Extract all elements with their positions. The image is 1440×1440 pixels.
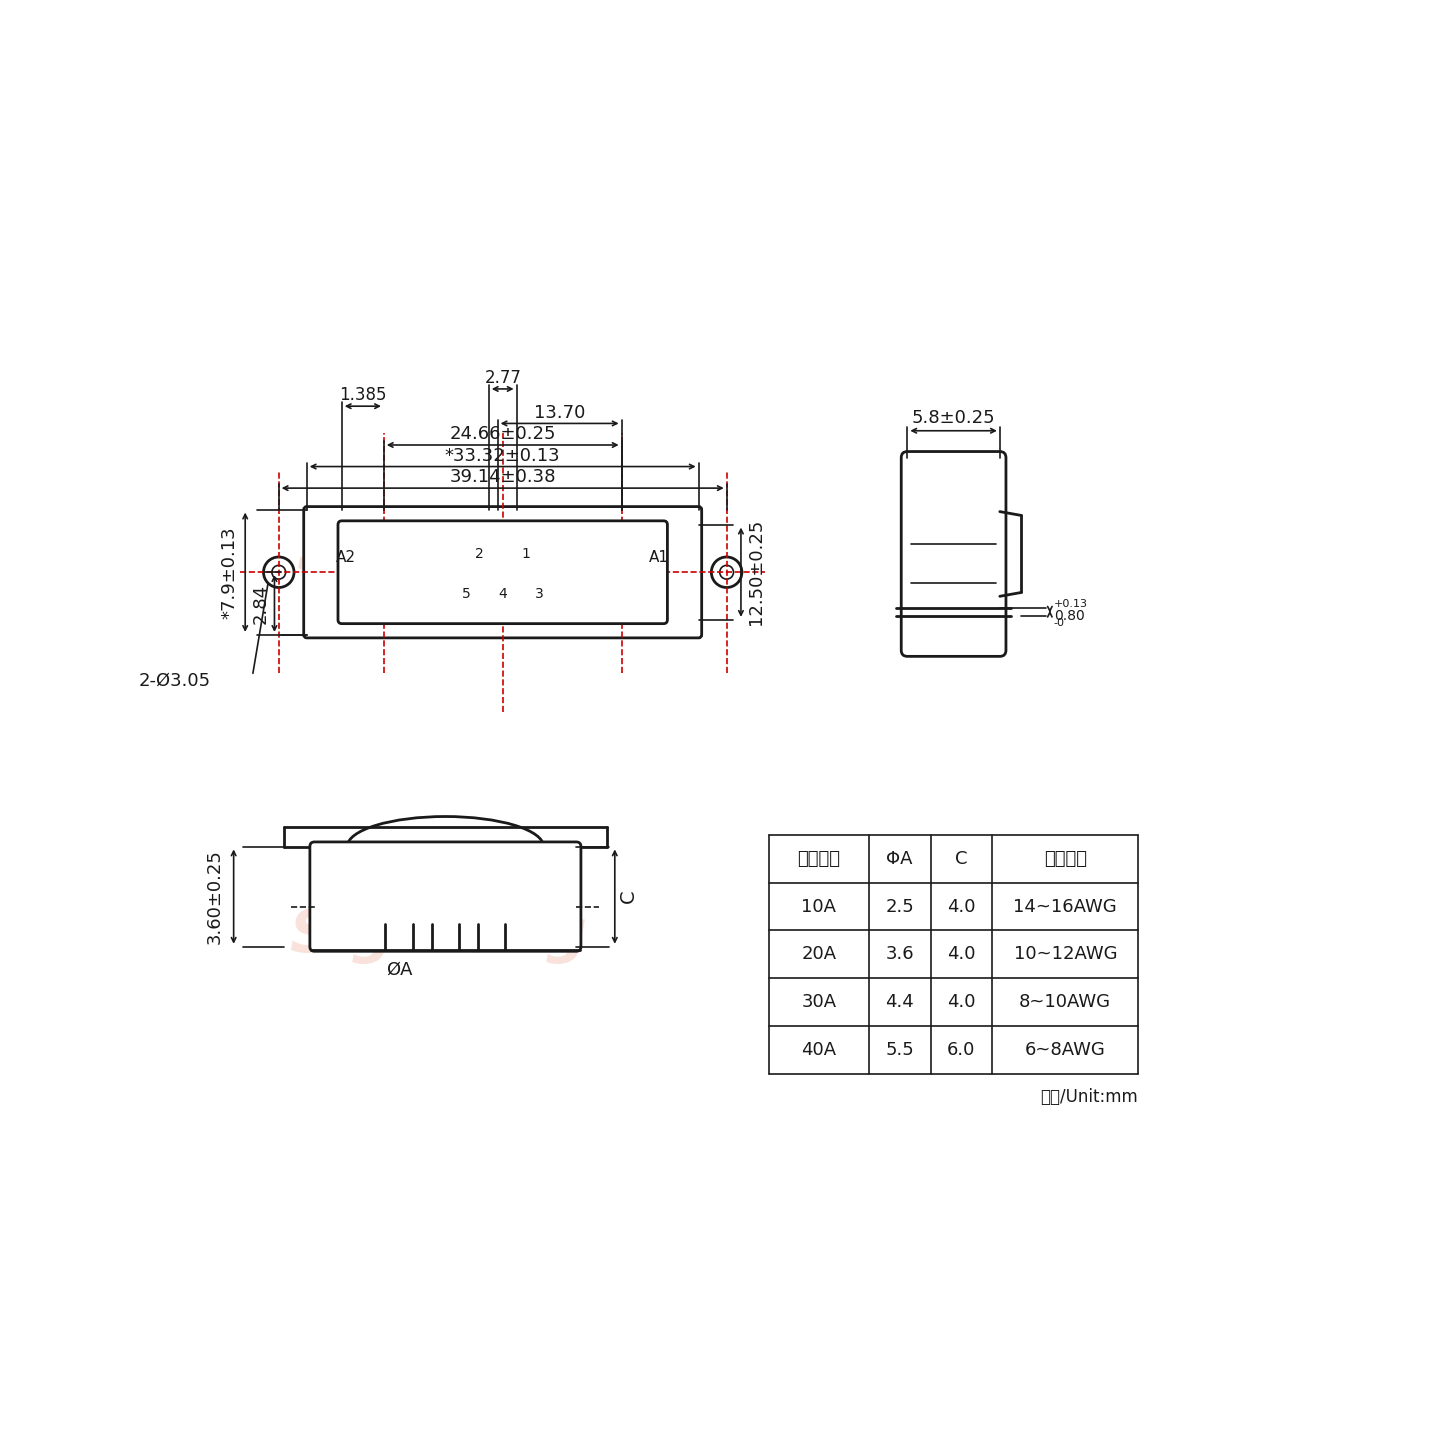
Text: 3.60±0.25: 3.60±0.25 bbox=[206, 850, 223, 945]
Text: 10A: 10A bbox=[801, 897, 837, 916]
Circle shape bbox=[511, 557, 523, 569]
Text: 40A: 40A bbox=[801, 1041, 837, 1058]
Circle shape bbox=[353, 541, 415, 603]
Text: 14~16AWG: 14~16AWG bbox=[1014, 897, 1117, 916]
Text: 3: 3 bbox=[534, 588, 544, 600]
Circle shape bbox=[596, 547, 647, 598]
Text: 1.385: 1.385 bbox=[338, 386, 386, 405]
Text: ΦA: ΦA bbox=[887, 850, 913, 868]
FancyBboxPatch shape bbox=[901, 452, 1007, 657]
Text: *7.9±0.13: *7.9±0.13 bbox=[220, 526, 239, 619]
Text: 线材规格: 线材规格 bbox=[1044, 850, 1087, 868]
Text: 额定电流: 额定电流 bbox=[798, 850, 841, 868]
Text: 20A: 20A bbox=[801, 945, 837, 963]
Circle shape bbox=[272, 566, 285, 579]
Text: 5: 5 bbox=[462, 588, 471, 600]
Text: A1: A1 bbox=[649, 550, 670, 564]
Text: 4.0: 4.0 bbox=[948, 994, 975, 1011]
Text: 12.50±0.25: 12.50±0.25 bbox=[747, 518, 765, 625]
Text: 6~8AWG: 6~8AWG bbox=[1025, 1041, 1106, 1058]
Circle shape bbox=[497, 577, 508, 589]
Text: 3.6: 3.6 bbox=[886, 945, 914, 963]
Text: +0.13: +0.13 bbox=[1054, 599, 1087, 609]
Text: 6.0: 6.0 bbox=[948, 1041, 975, 1058]
Circle shape bbox=[590, 541, 652, 603]
Text: 10~12AWG: 10~12AWG bbox=[1014, 945, 1117, 963]
Text: Sightung: Sightung bbox=[297, 513, 687, 588]
Text: 2.84: 2.84 bbox=[252, 583, 269, 624]
FancyBboxPatch shape bbox=[310, 842, 580, 952]
Text: 4: 4 bbox=[498, 588, 507, 600]
Text: *33.32±0.13: *33.32±0.13 bbox=[445, 446, 560, 465]
Circle shape bbox=[359, 547, 409, 598]
Text: Sightung: Sightung bbox=[289, 907, 586, 963]
FancyBboxPatch shape bbox=[338, 521, 667, 624]
Text: 5.5: 5.5 bbox=[886, 1041, 914, 1058]
Text: 30A: 30A bbox=[801, 994, 837, 1011]
Text: 单位/Unit:mm: 单位/Unit:mm bbox=[1041, 1087, 1139, 1106]
Text: C: C bbox=[619, 890, 638, 903]
Text: 2.5: 2.5 bbox=[886, 897, 914, 916]
Circle shape bbox=[469, 577, 481, 589]
Text: 4.4: 4.4 bbox=[886, 994, 914, 1011]
Text: 4.0: 4.0 bbox=[948, 897, 975, 916]
FancyBboxPatch shape bbox=[304, 507, 701, 638]
Circle shape bbox=[524, 577, 536, 589]
Text: 2: 2 bbox=[475, 547, 484, 560]
Text: 13.70: 13.70 bbox=[534, 403, 585, 422]
Circle shape bbox=[720, 566, 733, 579]
Text: 8~10AWG: 8~10AWG bbox=[1020, 994, 1112, 1011]
Text: 1: 1 bbox=[521, 547, 530, 560]
Text: 39.14±0.38: 39.14±0.38 bbox=[449, 468, 556, 487]
Circle shape bbox=[711, 557, 742, 588]
Text: -0: -0 bbox=[1054, 618, 1064, 628]
Circle shape bbox=[264, 557, 294, 588]
Text: A2: A2 bbox=[337, 550, 356, 564]
Text: 2-Ø3.05: 2-Ø3.05 bbox=[138, 672, 210, 690]
Text: 0.80: 0.80 bbox=[1054, 609, 1084, 622]
Circle shape bbox=[482, 557, 495, 569]
Text: ØA: ØA bbox=[386, 960, 412, 979]
Text: C: C bbox=[955, 850, 968, 868]
Text: 24.66±0.25: 24.66±0.25 bbox=[449, 425, 556, 444]
Text: 5.8±0.25: 5.8±0.25 bbox=[912, 409, 995, 428]
Text: 2.77: 2.77 bbox=[484, 369, 521, 387]
Text: 4.0: 4.0 bbox=[948, 945, 975, 963]
